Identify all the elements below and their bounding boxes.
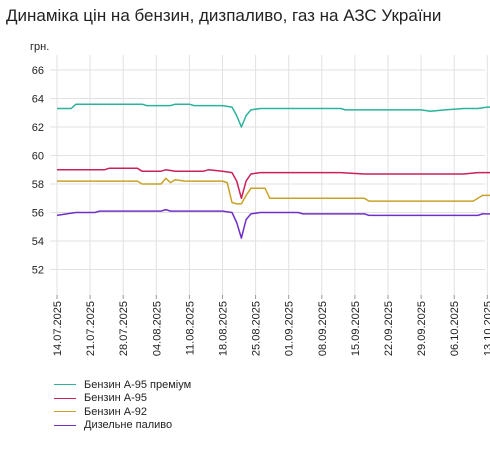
x-tick-label: 18.08.2025: [218, 301, 230, 356]
x-tick-label: 11.08.2025: [184, 301, 196, 355]
series-line-4: [56, 208, 490, 239]
legend: Бензин А-95 преміум Бензин А-95 Бензин А-9…: [54, 378, 191, 432]
legend-item[interactable]: Дизельне паливо: [54, 419, 191, 433]
legend-label: Бензин А-92: [84, 405, 147, 418]
legend-item[interactable]: Бензин А-95 преміум: [54, 378, 191, 392]
grid: [50, 55, 488, 295]
x-tick-label: 21.07.2025: [85, 301, 97, 356]
x-tick-label: 04.08.2025: [151, 301, 163, 356]
legend-item[interactable]: Бензин А-92: [54, 405, 191, 419]
x-tick-label: 15.09.2025: [350, 301, 362, 356]
y-tick-label: 58: [32, 179, 44, 191]
x-tick-label: 14.07.2025: [52, 301, 64, 356]
y-tick-label: 60: [32, 151, 44, 163]
y-tick-label: 64: [32, 94, 44, 106]
y-tick-label: 54: [32, 236, 44, 248]
legend-label: Дизельне паливо: [84, 419, 173, 432]
legend-label: Бензин А-95 преміум: [84, 378, 192, 391]
legend-swatch: [54, 397, 76, 399]
x-tick-label: 29.09.2025: [416, 301, 428, 356]
series-line-2: [57, 167, 490, 200]
x-tick-label: 06.10.2025: [449, 301, 461, 356]
x-tick-label: 13.10.2025: [482, 301, 490, 356]
y-tick-label: 56: [32, 208, 44, 220]
series-lines: [56, 103, 490, 239]
legend-swatch: [54, 424, 76, 426]
legend-swatch: [54, 384, 76, 386]
y-axis-unit-label: грн.: [30, 41, 49, 53]
x-tick-label: 22.09.2025: [383, 301, 395, 356]
x-tick-label: 01.09.2025: [284, 301, 296, 356]
legend-item[interactable]: Бензин А-95: [54, 392, 191, 406]
x-tick-label: 25.08.2025: [251, 301, 263, 356]
x-tick-label: 08.09.2025: [317, 301, 329, 356]
y-tick-label: 66: [32, 65, 44, 77]
series-line-1: [57, 103, 490, 128]
y-tick-label: 62: [32, 122, 44, 134]
y-tick-label: 52: [32, 265, 44, 277]
chart-title: Динаміка цін на бензин, дизпаливо, газ н…: [6, 6, 442, 25]
legend-label: Бензин А-95: [84, 392, 147, 405]
x-axis: 14.07.2025 21.07.2025 28.07.2025 04.08.2025…: [52, 295, 490, 356]
series-line-3: [57, 177, 490, 205]
y-axis: 52 54 56 58 60 62 64 66: [32, 65, 44, 277]
legend-swatch: [54, 411, 76, 413]
x-tick-label: 28.07.2025: [118, 301, 130, 356]
